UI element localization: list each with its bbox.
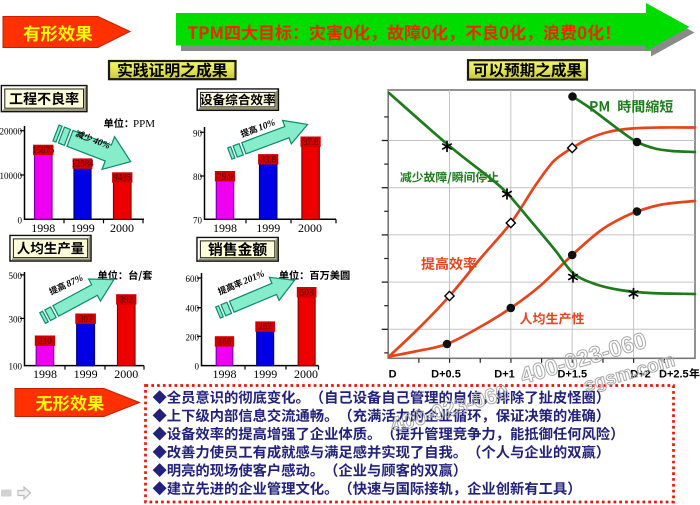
svg-text:PPM: PPM: [133, 118, 155, 130]
svg-text:D: D: [389, 369, 397, 381]
svg-text:D+2: D+2: [630, 369, 651, 381]
svg-text:80: 80: [193, 172, 203, 182]
svg-text:87.8: 87.8: [303, 137, 319, 147]
svg-text:2000: 2000: [110, 221, 134, 235]
svg-text:1998: 1998: [213, 367, 237, 381]
svg-text:1998: 1998: [213, 221, 237, 235]
svg-text:2000: 2000: [114, 367, 138, 381]
svg-text:0: 0: [18, 215, 23, 225]
svg-text:1998: 1998: [33, 367, 57, 381]
svg-text:1998: 1998: [31, 221, 55, 235]
svg-text:201%: 201%: [241, 269, 266, 287]
svg-text:400: 400: [186, 304, 200, 314]
svg-text:400-023-060: 400-023-060: [388, 380, 512, 438]
svg-text:100: 100: [9, 362, 23, 372]
svg-text:0: 0: [195, 362, 200, 372]
svg-text:1999: 1999: [71, 221, 95, 235]
svg-text:1999: 1999: [253, 367, 277, 381]
svg-text:166: 166: [218, 337, 232, 347]
svg-text:307: 307: [79, 314, 93, 324]
svg-text:12584: 12584: [71, 159, 94, 169]
svg-text:210: 210: [38, 336, 52, 346]
svg-text:600: 600: [186, 274, 200, 284]
svg-text:20000: 20000: [0, 127, 23, 137]
svg-text:1999: 1999: [74, 367, 98, 381]
svg-text:90: 90: [193, 128, 203, 138]
svg-text:83.8: 83.8: [260, 154, 276, 164]
svg-text:9435: 9435: [113, 173, 132, 183]
svg-text:15675: 15675: [32, 145, 55, 155]
svg-text:D+1.5: D+1.5: [557, 369, 587, 381]
svg-text:70: 70: [193, 215, 203, 225]
svg-text:10000: 10000: [0, 171, 23, 181]
svg-text:392: 392: [120, 295, 134, 305]
svg-text:79.9: 79.9: [217, 171, 233, 181]
svg-text:87%: 87%: [65, 273, 85, 289]
svg-text:2000: 2000: [298, 221, 322, 235]
svg-text:D+1: D+1: [494, 369, 515, 381]
svg-text:1999: 1999: [256, 221, 280, 235]
svg-text:2000: 2000: [294, 367, 318, 381]
svg-text:267: 267: [258, 322, 272, 332]
svg-text:503: 503: [300, 287, 314, 297]
svg-text:D+2.5: D+2.5: [659, 369, 689, 381]
svg-text:300: 300: [9, 314, 23, 324]
svg-text:D+0.5: D+0.5: [431, 369, 461, 381]
svg-text:500: 500: [9, 271, 23, 281]
svg-text:200: 200: [186, 332, 200, 342]
